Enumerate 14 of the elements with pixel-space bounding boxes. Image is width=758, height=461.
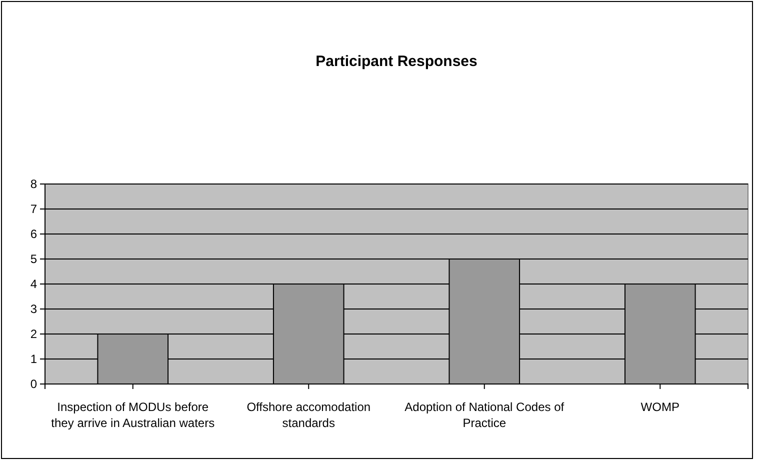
- y-tick-label: 6: [30, 226, 38, 241]
- x-tick-label: Inspection of MODUs before they arrive in Australian waters: [51, 400, 215, 430]
- x-tick-label: Offshore accomodation standards: [246, 400, 371, 430]
- y-tick-label: 7: [30, 202, 38, 216]
- y-tick-label: 3: [30, 302, 38, 316]
- y-tick-label: 2: [30, 326, 38, 341]
- y-tick-label: 5: [30, 252, 38, 266]
- y-tick-label: 4: [30, 276, 38, 291]
- y-tick-label: 8: [30, 176, 38, 191]
- y-tick-label: 0: [30, 376, 38, 391]
- chart-title: Participant Responses: [316, 53, 478, 70]
- y-tick-label: 1: [30, 352, 38, 366]
- x-tick-label: WOMP: [640, 400, 680, 414]
- x-tick-label: Adoption of National Codes of Practice: [404, 400, 565, 430]
